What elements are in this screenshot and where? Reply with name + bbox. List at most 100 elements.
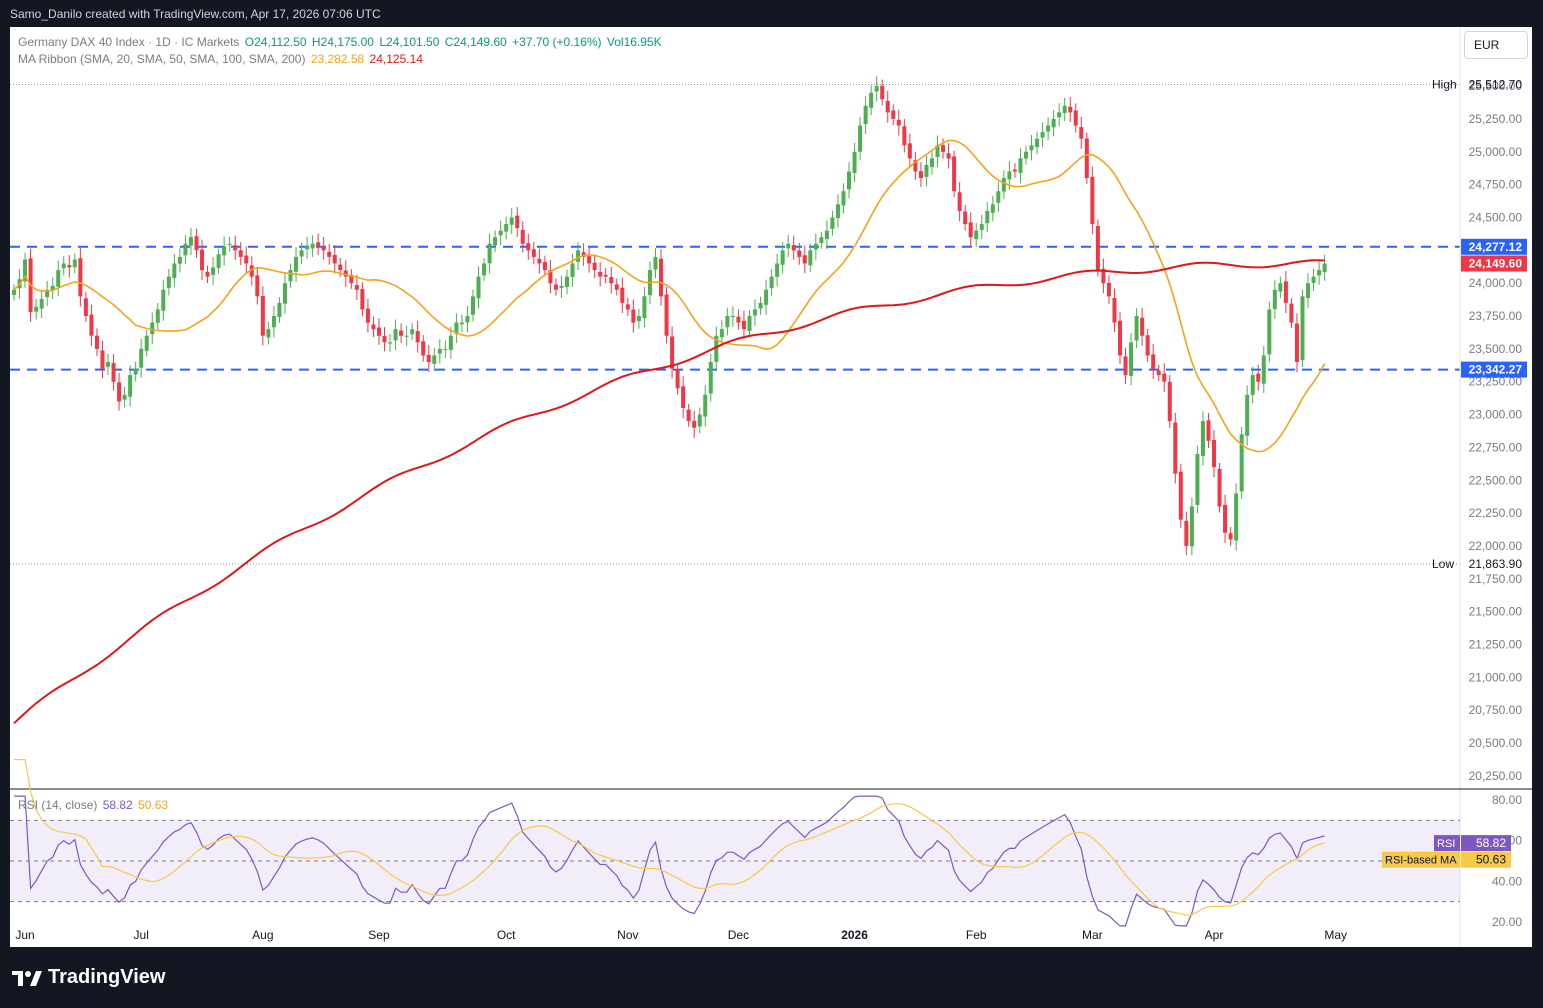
rsi-tick-label: 80.00 <box>1492 793 1522 807</box>
candle-body <box>172 263 177 278</box>
time-tick-label: Feb <box>966 928 987 942</box>
candle-body <box>996 191 1001 203</box>
candle-body <box>797 250 802 257</box>
candle-body <box>271 316 276 328</box>
candle-body <box>576 250 581 262</box>
candle-body <box>1184 520 1189 546</box>
symbol-legend: Germany DAX 40 Index · 1D · IC Markets O… <box>18 35 664 49</box>
candle-body <box>1300 296 1305 361</box>
candle-body <box>1012 169 1017 172</box>
candle-body <box>526 243 531 251</box>
candle-body <box>548 270 553 284</box>
candle-body <box>255 275 260 297</box>
candle-body <box>874 86 879 92</box>
candle-body <box>1178 471 1183 520</box>
candle-body <box>321 246 326 251</box>
candle-body <box>1118 320 1122 356</box>
candle-body <box>338 264 343 271</box>
candle-body <box>703 394 708 417</box>
candle-body <box>376 327 381 336</box>
candle-body <box>559 285 564 288</box>
currency-button[interactable]: EUR <box>1464 31 1528 59</box>
candle-body <box>437 348 442 354</box>
candle-body <box>819 237 824 244</box>
candle-body <box>1267 309 1272 355</box>
candle-body <box>39 298 44 309</box>
candle-body <box>310 243 315 249</box>
candle-body <box>863 105 868 125</box>
candle-body <box>139 348 144 368</box>
candle-body <box>1095 226 1100 271</box>
candle-body <box>664 294 669 336</box>
time-tick-label: 2026 <box>841 928 868 942</box>
candle-body <box>786 243 791 249</box>
change-value: +37.70 (+0.16%) <box>512 35 602 49</box>
open-value: O24,112.50 <box>244 35 307 49</box>
candle-body <box>1256 373 1261 382</box>
candle-body <box>1068 106 1073 113</box>
time-tick-label: Aug <box>252 928 273 942</box>
candle-body <box>764 289 769 305</box>
candle-body <box>294 256 299 272</box>
candle-body <box>465 316 470 323</box>
candle-body <box>426 354 431 363</box>
rsi-ma-value-text: 50.63 <box>1476 853 1506 867</box>
sma-fast-line <box>13 139 1326 453</box>
candle-body <box>1029 145 1034 151</box>
candle-body <box>150 322 155 335</box>
candle-body <box>708 362 713 394</box>
candle-body <box>659 258 664 297</box>
ma-legend: MA Ribbon (SMA, 20, SMA, 50, SMA, 100, S… <box>18 52 425 66</box>
candle-body <box>592 262 597 271</box>
candle-body <box>1200 421 1205 456</box>
candle-body <box>327 251 332 257</box>
candle-body <box>404 335 409 337</box>
candle-body <box>542 261 547 271</box>
candle-body <box>847 171 852 190</box>
candle-body <box>1311 276 1316 283</box>
candle-body <box>587 256 592 264</box>
candle-body <box>382 336 387 343</box>
candle-body <box>520 229 525 244</box>
candle-body <box>1217 468 1222 507</box>
candle-body <box>399 330 404 336</box>
price-tick-label: 23,750.00 <box>1469 309 1523 323</box>
candle-body <box>918 171 923 179</box>
time-tick-label: Jun <box>15 928 34 942</box>
candle-body <box>72 259 77 268</box>
candle-body <box>34 306 39 312</box>
candle-body <box>581 252 586 257</box>
candle-body <box>388 342 393 344</box>
candle-body <box>565 276 569 288</box>
ma-label: MA Ribbon (SMA, 20, SMA, 50, SMA, 100, S… <box>18 52 306 66</box>
candle-body <box>598 271 603 277</box>
candle-body <box>1035 138 1040 148</box>
candle-body <box>852 151 857 174</box>
candle-body <box>117 382 122 402</box>
sma-slow-line <box>13 259 1325 725</box>
chart-svg[interactable]: 25,750.0025,500.0025,250.0025,000.0024,7… <box>10 27 1532 947</box>
time-tick-label: Jul <box>134 928 149 942</box>
candle-body <box>1040 132 1045 138</box>
ma-slow-value: 24,125.14 <box>369 52 423 66</box>
level-price-tag <box>1461 361 1527 378</box>
candle-body <box>205 271 210 277</box>
candle-body <box>188 237 193 246</box>
chart-frame[interactable]: 25,750.0025,500.0025,250.0025,000.0024,7… <box>10 27 1532 947</box>
price-tick-label: 20,500.00 <box>1469 736 1523 750</box>
price-tick-label: 21,750.00 <box>1469 572 1523 586</box>
low-marker-value: 21,863.90 <box>1469 557 1523 571</box>
candle-body <box>858 125 863 152</box>
candle-body <box>675 369 680 389</box>
price-axis: 25,750.0025,500.0025,250.0025,000.0024,7… <box>10 27 1532 947</box>
candle-body <box>952 156 957 192</box>
candle-body <box>144 335 149 351</box>
candle-body <box>609 277 614 284</box>
candle-body <box>957 192 962 211</box>
candle-body <box>459 322 464 325</box>
time-tick-label: May <box>1324 928 1347 942</box>
price-tick-label: 21,500.00 <box>1469 605 1523 619</box>
candle-body <box>83 298 88 317</box>
candle-body <box>1001 178 1006 192</box>
candle-body <box>824 230 829 240</box>
